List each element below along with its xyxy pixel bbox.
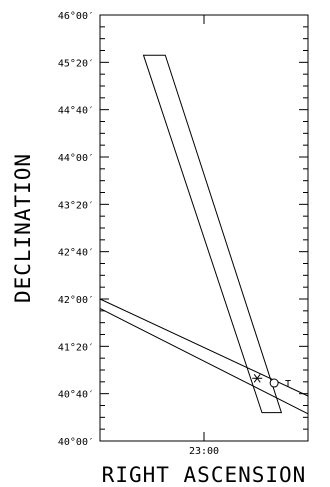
y-tick-label: 45°20′ [58,58,94,69]
y-tick-label: 42°00′ [58,295,94,306]
marker-label: T [285,379,291,390]
axis-ticks [100,14,308,442]
markers: T [252,373,291,390]
plot-frame [99,14,309,442]
y-tick-label: 43°20′ [58,200,94,211]
y-tick-label: 40°00′ [58,437,94,448]
y-tick-label: 44°40′ [58,106,94,117]
y-tick-label: 46°00′ [58,11,94,22]
x-axis-title: RIGHT ASCENSION [102,463,307,487]
band-1 [142,54,283,414]
y-tick-label: 42°40′ [58,248,94,259]
x-tick-label: 23:00 [189,446,219,457]
bands [99,54,309,415]
asterisk-marker [252,373,263,383]
y-tick-label: 44°00′ [58,153,94,164]
band-2 [99,298,309,415]
y-axis-title: DECLINATION [11,153,35,303]
y-tick-label: 41°20′ [58,342,94,353]
circle-marker [269,378,279,388]
y-tick-label: 40°40′ [58,390,94,401]
tick-labels: 40°00′ 40°40′ 41°20′ 42°00′ 42°40′ 43°20′ 44°0… [58,11,219,457]
